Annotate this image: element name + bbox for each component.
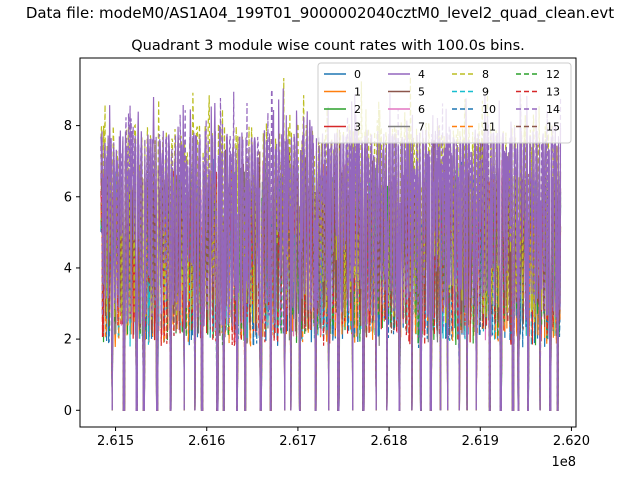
legend-label-4: 4 [418,68,425,81]
legend-label-10: 10 [482,103,496,116]
legend-label-11: 11 [482,121,496,134]
legend-box [317,62,572,144]
legend-label-1: 1 [354,86,361,99]
x-tick-label: 2.619 [462,434,499,449]
x-offset-label: 1e8 [551,455,576,470]
x-axis: 2.615 2.616 2.617 2.618 2.619 2.620 [97,427,590,449]
legend-label-0: 0 [354,68,361,81]
legend-label-5: 5 [418,86,425,99]
legend-label-3: 3 [354,121,361,134]
x-tick-label: 2.618 [370,434,407,449]
y-tick-label: 6 [64,190,72,205]
legend-label-7: 7 [418,121,425,134]
y-tick-label: 0 [64,404,72,419]
axes-frame [79,57,577,428]
x-tick-label: 2.616 [188,434,225,449]
legend-label-15: 15 [546,121,560,134]
legend-label-12: 12 [546,68,560,81]
legend-label-13: 13 [546,86,560,99]
x-tick-label: 2.615 [97,434,134,449]
legend-label-14: 14 [546,103,560,116]
y-tick-label: 2 [64,333,72,348]
legend-label-2: 2 [354,103,361,116]
x-tick-label: 2.617 [279,434,316,449]
legend-label-6: 6 [418,103,425,116]
x-tick-label: 2.620 [553,434,590,449]
chart-title: Quadrant 3 module wise count rates with … [131,38,525,54]
y-tick-label: 4 [64,261,72,276]
plot-area [100,76,562,411]
chart-suptitle: Data file: modeM0/AS1A04_199T01_90000020… [26,4,614,23]
legend-label-9: 9 [482,86,489,99]
legend-label-8: 8 [482,68,489,81]
y-tick-label: 8 [64,119,72,134]
y-axis: 0 2 4 6 8 [64,119,80,419]
